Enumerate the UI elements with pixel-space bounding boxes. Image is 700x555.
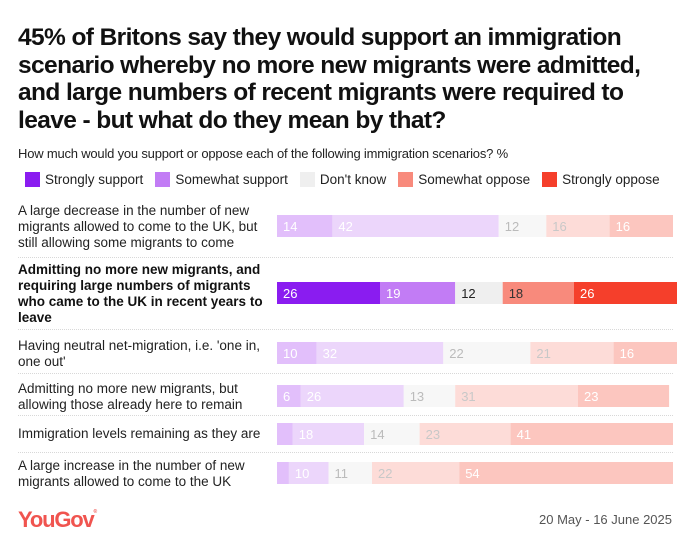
bar-value-label: 26 [283,286,297,301]
bar-segment-dont-know [455,282,503,304]
bar-segment-strongly-support [277,215,333,237]
bar-value-label: 16 [616,219,630,234]
bar-segment-dont-know [364,423,420,445]
bar-row: 18 14 23 41 [277,423,673,445]
legend-swatch-strongly-support [25,172,40,187]
bar-value-label: 18 [299,427,313,442]
bar-segment-somewhat-support [316,342,444,364]
brand-name: YouGov [18,507,95,532]
legend-label: Strongly oppose [562,172,660,187]
bar-segment-somewhat-support [292,423,365,445]
row-divider [18,329,673,330]
date-range: 20 May - 16 June 2025 [539,512,672,527]
bar-segment-strongly-oppose [578,385,670,407]
bar-value-label: 16 [552,219,566,234]
bar-value-label: 41 [517,427,531,442]
bar-segment-strongly-oppose [574,282,677,304]
bar-value-label: 13 [410,389,424,404]
bar-segment-strongly-oppose [609,215,673,237]
legend-item-strongly-oppose: Strongly oppose [542,172,660,187]
legend: Strongly support Somewhat support Don't … [25,172,672,187]
bar-segment-somewhat-oppose [419,423,511,445]
bar-segment-strongly-oppose [613,342,677,364]
bar-value-label: 54 [465,466,479,481]
yougov-logo: YouGov® [18,507,98,533]
bar-value-label: 21 [536,346,550,361]
bar-segment-somewhat-oppose [455,385,578,407]
legend-label: Strongly support [45,172,144,187]
bar-value-label: 19 [386,286,400,301]
bar-row: 14 42 12 16 16 [277,215,673,237]
bar-segment-somewhat-oppose [372,462,460,484]
bar-segment-somewhat-support [300,385,404,407]
legend-label: Somewhat oppose [418,172,531,187]
bar-row: 10 32 22 21 16 [277,342,677,364]
bar-value-label: 32 [323,346,337,361]
bar-segment-dont-know [328,462,373,484]
bar-value-label: 14 [283,219,297,234]
bar-value-label: 16 [620,346,634,361]
bar-segment-strongly-oppose [459,462,673,484]
bar-row: 6 26 13 31 23 [277,385,670,407]
bar-value-label: 23 [426,427,440,442]
bar-segment-dont-know [498,215,547,237]
bar-segment-dont-know [403,385,456,407]
chart-subtitle: How much would you support or oppose eac… [18,146,508,161]
legend-swatch-somewhat-oppose [398,172,414,187]
category-label-highlighted: Admitting no more new migrants, and requ… [18,262,263,325]
legend-label: Don't know [319,172,387,187]
category-label: Having neutral net-migration, i.e. 'one … [18,338,260,369]
bar-segment-somewhat-support [332,215,499,237]
category-label: Admitting no more new migrants, but allo… [18,381,243,412]
legend-item-somewhat-support: Somewhat support [155,172,288,187]
bar-segment-somewhat-oppose [502,282,574,304]
bar-segment-strongly-support [277,385,301,407]
bar-segment-somewhat-oppose [530,342,614,364]
bar-value-label: 26 [580,286,594,301]
bar-segment-strongly-support [277,342,317,364]
bar-value-label: 10 [283,346,297,361]
bar-segment-somewhat-oppose [546,215,610,237]
legend-swatch-dont-know [299,172,315,187]
bar-row: 26 19 12 18 26 [277,282,677,304]
category-label: A large increase in the number of new mi… [18,458,245,489]
category-label: A large decrease in the number of new mi… [18,203,258,250]
bar-value-label: 14 [370,427,384,442]
bar-segment-dont-know [443,342,531,364]
registered-mark-icon: ® [93,509,98,515]
bar-value-label: 26 [307,389,321,404]
bar-segment-strongly-support [277,423,293,445]
category-label: Immigration levels remaining as they are [18,426,261,441]
row-divider [18,415,673,416]
bar-segment-strongly-support [277,282,380,304]
bar-value-label: 42 [338,219,352,234]
legend-swatch-strongly-oppose [542,172,558,187]
bar-row: 10 11 22 54 [277,462,673,484]
bar-value-label: 22 [449,346,463,361]
bar-value-label: 18 [509,286,523,301]
bar-value-label: 31 [461,389,475,404]
bar-value-label: 22 [378,466,392,481]
legend-item-strongly-support: Strongly support [25,172,143,187]
legend-label: Somewhat support [175,172,288,187]
bar-value-label: 12 [461,286,475,301]
bar-value-label: 10 [295,466,309,481]
row-divider [18,257,673,258]
bar-segment-somewhat-support [288,462,329,484]
bar-segment-strongly-oppose [510,423,673,445]
chart-title: 45% of Britons say they would support an… [18,24,641,134]
bar-value-label: 12 [505,219,519,234]
row-divider [18,452,673,453]
bar-value-label: 6 [283,389,290,404]
row-divider [18,373,673,374]
bar-value-label: 11 [335,466,349,481]
bar-segment-strongly-support [277,462,289,484]
legend-item-somewhat-oppose: Somewhat oppose [398,172,530,187]
legend-item-dont-know: Don't know [299,172,387,187]
bar-segment-somewhat-support [380,282,456,304]
bar-value-label: 23 [584,389,598,404]
legend-swatch-somewhat-support [155,172,171,187]
